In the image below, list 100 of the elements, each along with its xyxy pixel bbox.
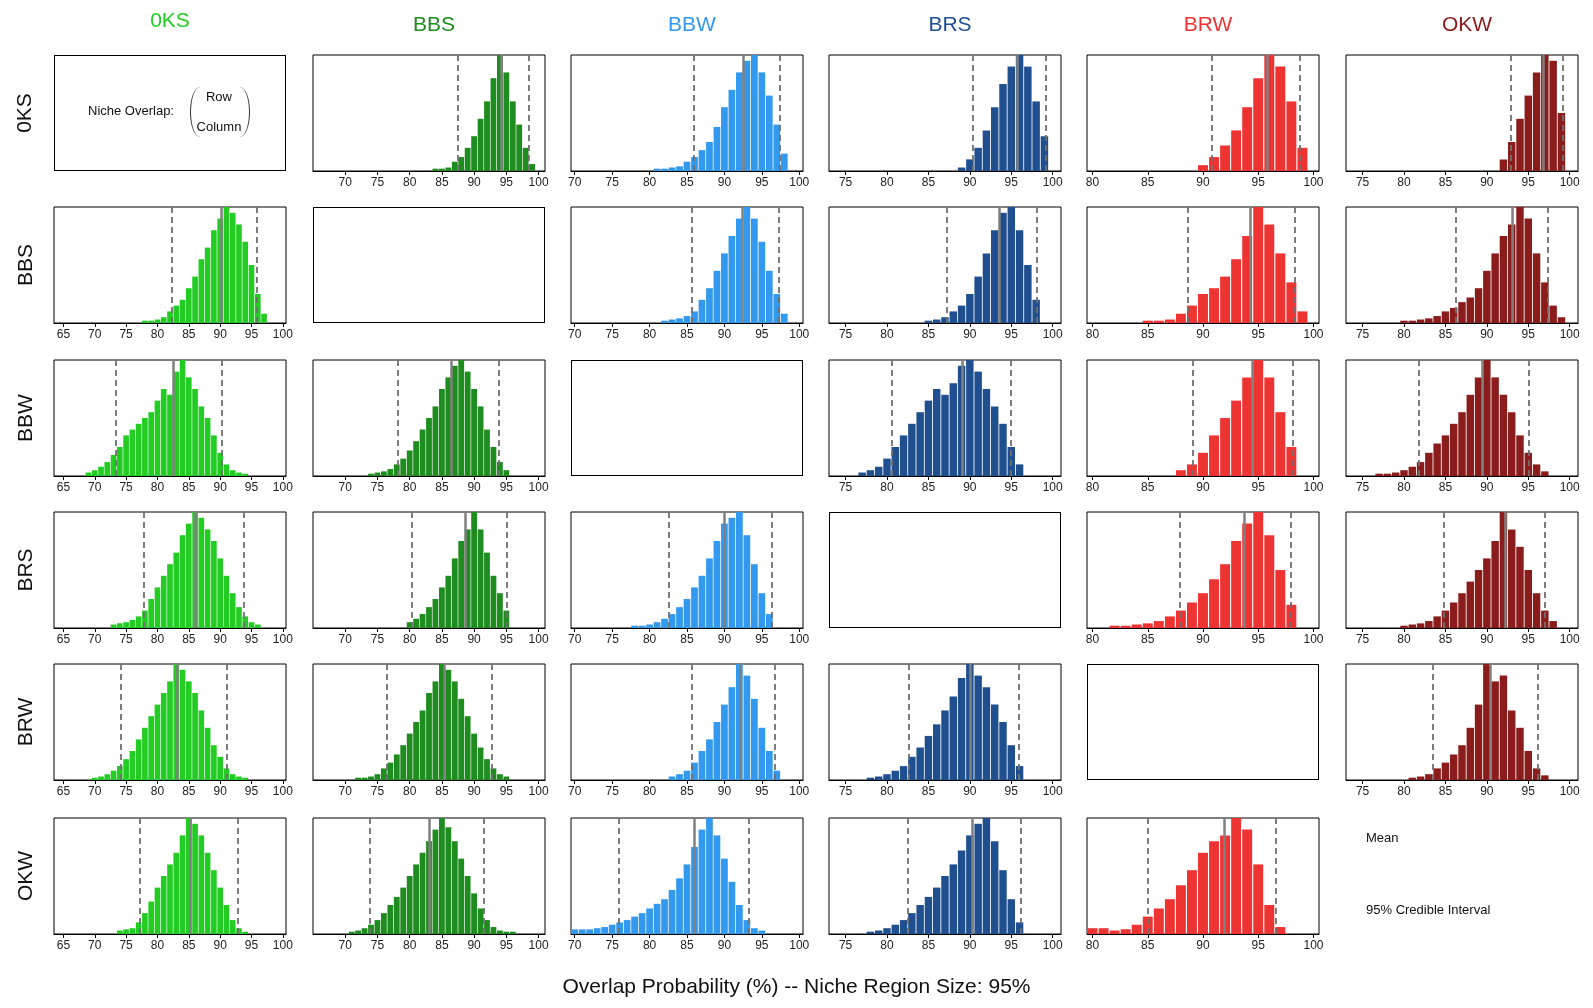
x-tick-label: 80	[150, 632, 165, 646]
x-tick-label: 75	[119, 480, 134, 494]
text: Row	[205, 89, 233, 104]
x-tick-label: 85	[1141, 480, 1155, 494]
x-tick-label: 65	[56, 784, 71, 798]
x-tick-label: 65	[56, 327, 71, 341]
x-tick-label: 90	[1196, 938, 1210, 952]
x-tick-label: 90	[1480, 480, 1494, 494]
x-tick-label: 80	[880, 480, 894, 494]
y-axis-title: BRS	[12, 548, 36, 592]
x-tick-label: 100	[789, 938, 810, 952]
x-tick-label: 85	[680, 784, 694, 798]
x-tick-label: 80	[1085, 632, 1100, 646]
x-tick-label: 95	[755, 175, 769, 189]
x-tick-label: 95	[1251, 632, 1266, 646]
x-tick-label: 100	[1559, 632, 1581, 646]
x-tick-label: 95	[1004, 175, 1019, 189]
x-tick-label: 85	[435, 480, 449, 494]
x-tick-label: 100	[528, 938, 549, 952]
x-tick-label: 100	[1559, 480, 1581, 494]
x-tick-label: 90	[1480, 175, 1494, 189]
x-tick-label: 100	[272, 938, 294, 952]
text: 0KS	[149, 8, 191, 32]
chart-title: OKW	[1441, 12, 1493, 35]
x-tick-label: 70	[88, 632, 102, 646]
x-tick-label: 70	[568, 632, 582, 646]
x-tick-label: 95	[1004, 327, 1019, 341]
x-tick-label: 90	[963, 175, 977, 189]
x-tick-label: 95	[1521, 480, 1536, 494]
x-tick-label: 85	[1141, 327, 1155, 341]
x-tick-label: 70	[88, 480, 102, 494]
x-tick-label: 95	[244, 784, 259, 798]
x-tick-label: 70	[88, 327, 102, 341]
x-tick-label: 80	[1085, 480, 1100, 494]
x-tick-label: 100	[1559, 784, 1581, 798]
x-tick-label: 75	[605, 632, 620, 646]
x-tick-label: 80	[642, 327, 657, 341]
x-tick-label: 75	[605, 327, 620, 341]
x-tick-label: 90	[717, 175, 732, 189]
x-tick-label: 100	[1303, 480, 1324, 494]
x-tick-label: 85	[1141, 175, 1155, 189]
x-tick-label: 90	[963, 480, 977, 494]
x-tick-label: 100	[1042, 938, 1064, 952]
x-tick-label: 70	[338, 938, 353, 952]
x-tick-label: 75	[1355, 632, 1370, 646]
x-tick-label: 80	[1085, 938, 1100, 952]
x-tick-label: 100	[528, 784, 549, 798]
x-tick-label: 95	[499, 632, 514, 646]
x-tick-label: 100	[789, 632, 810, 646]
text: Niche Overlap:	[88, 103, 174, 118]
x-tick-label: 95	[244, 480, 259, 494]
x-tick-label: 70	[338, 175, 353, 189]
x-tick-label: 75	[1355, 480, 1370, 494]
x-tick-label: 100	[528, 632, 549, 646]
y-axis-title: BBW	[12, 393, 36, 442]
x-tick-label: 85	[680, 938, 694, 952]
x-tick-label: 75	[1355, 327, 1370, 341]
x-tick-label: 80	[1397, 327, 1411, 341]
x-tick-label: 85	[1141, 938, 1155, 952]
x-tick-label: 85	[921, 175, 936, 189]
x-tick-label: 95	[755, 632, 769, 646]
x-tick-label: 90	[1480, 784, 1494, 798]
x-tick-label: 80	[1397, 784, 1411, 798]
x-tick-label: 75	[605, 175, 620, 189]
text: 0KS	[12, 92, 36, 135]
chart-title: BBS	[412, 12, 456, 35]
x-tick-label: 75	[838, 327, 853, 341]
chart-title: BRS	[928, 12, 972, 35]
x-tick-label: 95	[755, 938, 769, 952]
x-tick-label: 75	[838, 480, 853, 494]
x-tick-label: 75	[370, 784, 385, 798]
x-tick-label: 95	[244, 938, 259, 952]
x-tick-label: 100	[528, 175, 549, 189]
text: Column	[195, 119, 243, 134]
x-tick-label: 80	[402, 480, 417, 494]
x-tick-label: 90	[1480, 327, 1494, 341]
x-tick-label: 75	[370, 938, 385, 952]
x-tick-label: 80	[642, 632, 657, 646]
y-axis-title: OKW	[12, 850, 36, 902]
x-tick-label: 85	[921, 327, 936, 341]
x-tick-label: 85	[182, 784, 196, 798]
x-tick-label: 85	[182, 480, 196, 494]
x-tick-label: 75	[119, 784, 134, 798]
x-tick-label: 70	[568, 784, 582, 798]
x-tick-label: 75	[838, 938, 853, 952]
x-tick-label: 95	[1521, 784, 1536, 798]
x-tick-label: 90	[213, 784, 228, 798]
x-tick-label: 95	[755, 784, 769, 798]
x-tick-label: 70	[88, 938, 102, 952]
x-tick-label: 70	[568, 938, 582, 952]
x-tick-label: 80	[1397, 175, 1411, 189]
x-tick-label: 90	[963, 327, 977, 341]
x-tick-label: 80	[642, 784, 657, 798]
x-tick-label: 85	[680, 175, 694, 189]
x-tick-label: 85	[1438, 175, 1453, 189]
x-tick-label: 95	[1251, 327, 1266, 341]
x-tick-label: 100	[1042, 175, 1064, 189]
x-tick-label: 90	[717, 632, 732, 646]
x-tick-label: 90	[717, 938, 732, 952]
x-tick-label: 85	[680, 327, 694, 341]
